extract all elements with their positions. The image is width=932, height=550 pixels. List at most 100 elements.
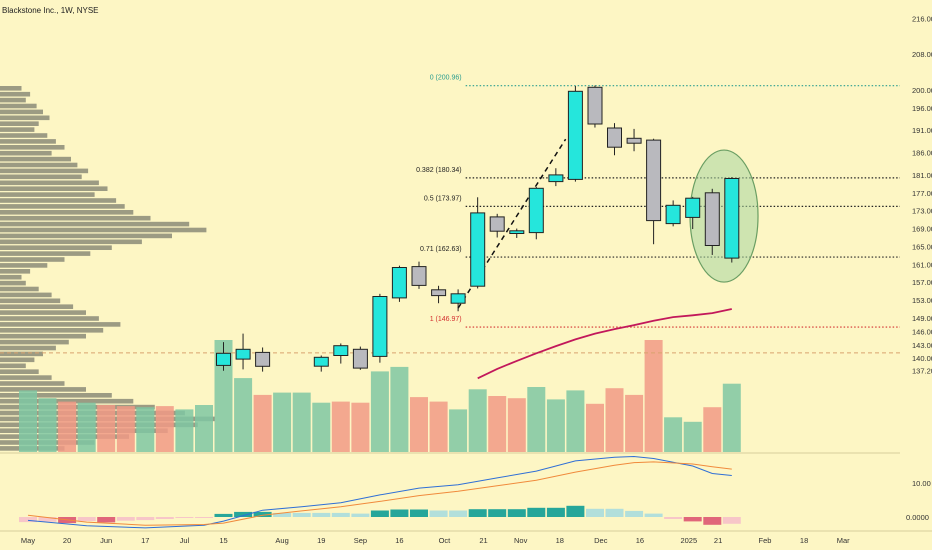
macd-histogram-bar [253, 511, 272, 517]
candle-body[interactable] [567, 90, 583, 180]
time-axis-label: Jun [100, 536, 112, 545]
candle-body[interactable] [372, 296, 388, 357]
volume-bar [410, 397, 428, 452]
time-axis-label: 15 [219, 536, 227, 545]
candle-body[interactable] [411, 266, 427, 286]
price-tick-label: 165.00 [912, 242, 932, 251]
price-tick-label: 196.00 [912, 104, 932, 113]
volume-profile-bar [0, 263, 48, 268]
volume-profile-bar [0, 221, 190, 227]
volume-profile-bar [0, 333, 86, 339]
volume-bar [273, 392, 292, 452]
trendline[interactable] [457, 138, 567, 309]
volume-bar [175, 409, 194, 452]
fib-level-label: 0 (200.96) [430, 75, 462, 82]
macd-histogram-bar [214, 513, 233, 517]
volume-profile-bar [0, 251, 91, 256]
macd-histogram-bar [468, 509, 487, 517]
volume-bar [527, 387, 546, 452]
volume-bar [351, 402, 370, 452]
volume-profile-bar [0, 357, 35, 363]
price-tick-label: 200.00 [912, 86, 932, 95]
candle-body[interactable] [548, 174, 564, 183]
candle-body[interactable] [235, 348, 251, 360]
macd-histogram-bar [644, 513, 663, 517]
price-tick-label: 137.20 [912, 367, 932, 376]
volume-profile-bar [0, 109, 43, 115]
price-tick-label: 140.00 [912, 354, 932, 363]
macd-histogram-bar [234, 511, 253, 517]
volume-profile-bar [0, 257, 65, 262]
macd-histogram-bar [546, 507, 565, 517]
time-axis-label: 16 [636, 536, 644, 545]
candle-body[interactable] [509, 230, 525, 235]
volume-bar [586, 403, 604, 452]
candle-body[interactable] [431, 289, 447, 297]
candle-body[interactable] [528, 187, 544, 234]
candle-body[interactable] [646, 139, 662, 222]
volume-bar [370, 371, 389, 452]
price-tick-label: 157.00 [912, 278, 932, 287]
candle-body[interactable] [587, 86, 603, 125]
volume-bar [468, 389, 487, 452]
macd-histogram-bar [155, 517, 174, 519]
volume-profile-bar [0, 168, 89, 174]
time-axis-label: Sep [354, 536, 367, 545]
volume-profile-bar [0, 398, 134, 404]
time-axis-label: 20 [63, 536, 71, 545]
candle-body[interactable] [450, 293, 466, 304]
candle-body[interactable] [489, 216, 505, 232]
volume-bar [253, 394, 272, 452]
candle-body[interactable] [665, 204, 681, 225]
macd-histogram-bar [429, 510, 448, 517]
time-axis-label: 19 [317, 536, 325, 545]
macd-histogram-bar [351, 513, 370, 517]
candle-body[interactable] [470, 212, 486, 287]
candle-body[interactable] [216, 352, 231, 366]
volume-bar [155, 406, 174, 452]
candle-body[interactable] [607, 127, 622, 148]
macd-tick-label: 0.0000 [906, 513, 929, 522]
volume-profile-bar [0, 139, 56, 144]
volume-profile-bar [0, 280, 26, 286]
time-axis-label: 18 [556, 536, 564, 545]
macd-histogram-bar [370, 510, 389, 517]
moving-average-line [477, 308, 732, 380]
candle-body[interactable] [391, 267, 407, 299]
volume-profile-bar [0, 133, 48, 138]
macd-histogram-bar [19, 517, 37, 523]
candle-body[interactable] [704, 192, 720, 247]
volume-profile-bar [0, 174, 82, 180]
candle-body[interactable] [685, 197, 701, 218]
time-axis-label: Oct [439, 536, 452, 545]
candle-body[interactable] [313, 356, 329, 367]
candle-body[interactable] [352, 348, 368, 369]
volume-profile-bar [0, 339, 69, 345]
volume-profile-bar [0, 204, 125, 209]
highlight-ellipse[interactable] [689, 149, 759, 283]
macd-histogram-bar [97, 517, 116, 523]
price-tick-label: 216.00 [912, 15, 932, 24]
volume-profile-bar [0, 156, 71, 162]
candle-body[interactable] [724, 178, 740, 259]
time-axis-label: Feb [759, 536, 772, 545]
volume-bar [390, 366, 409, 452]
price-tick-label: 146.00 [912, 327, 932, 336]
time-axis-label: May [21, 536, 35, 545]
volume-bar [683, 421, 702, 452]
macd-histogram-bar [605, 508, 624, 517]
volume-bar [331, 401, 350, 452]
volume-bar [449, 409, 468, 452]
candle-body[interactable] [333, 345, 349, 357]
macd-histogram-bar [703, 517, 722, 525]
candle-body[interactable] [255, 351, 271, 367]
volume-profile-bar [0, 162, 78, 168]
volume-bar [312, 402, 331, 452]
price-tick-label: 169.00 [912, 225, 932, 234]
volume-profile-bar [0, 351, 43, 357]
volume-profile-bar [0, 404, 155, 410]
candle-body[interactable] [626, 137, 642, 144]
volume-bar [507, 398, 526, 452]
